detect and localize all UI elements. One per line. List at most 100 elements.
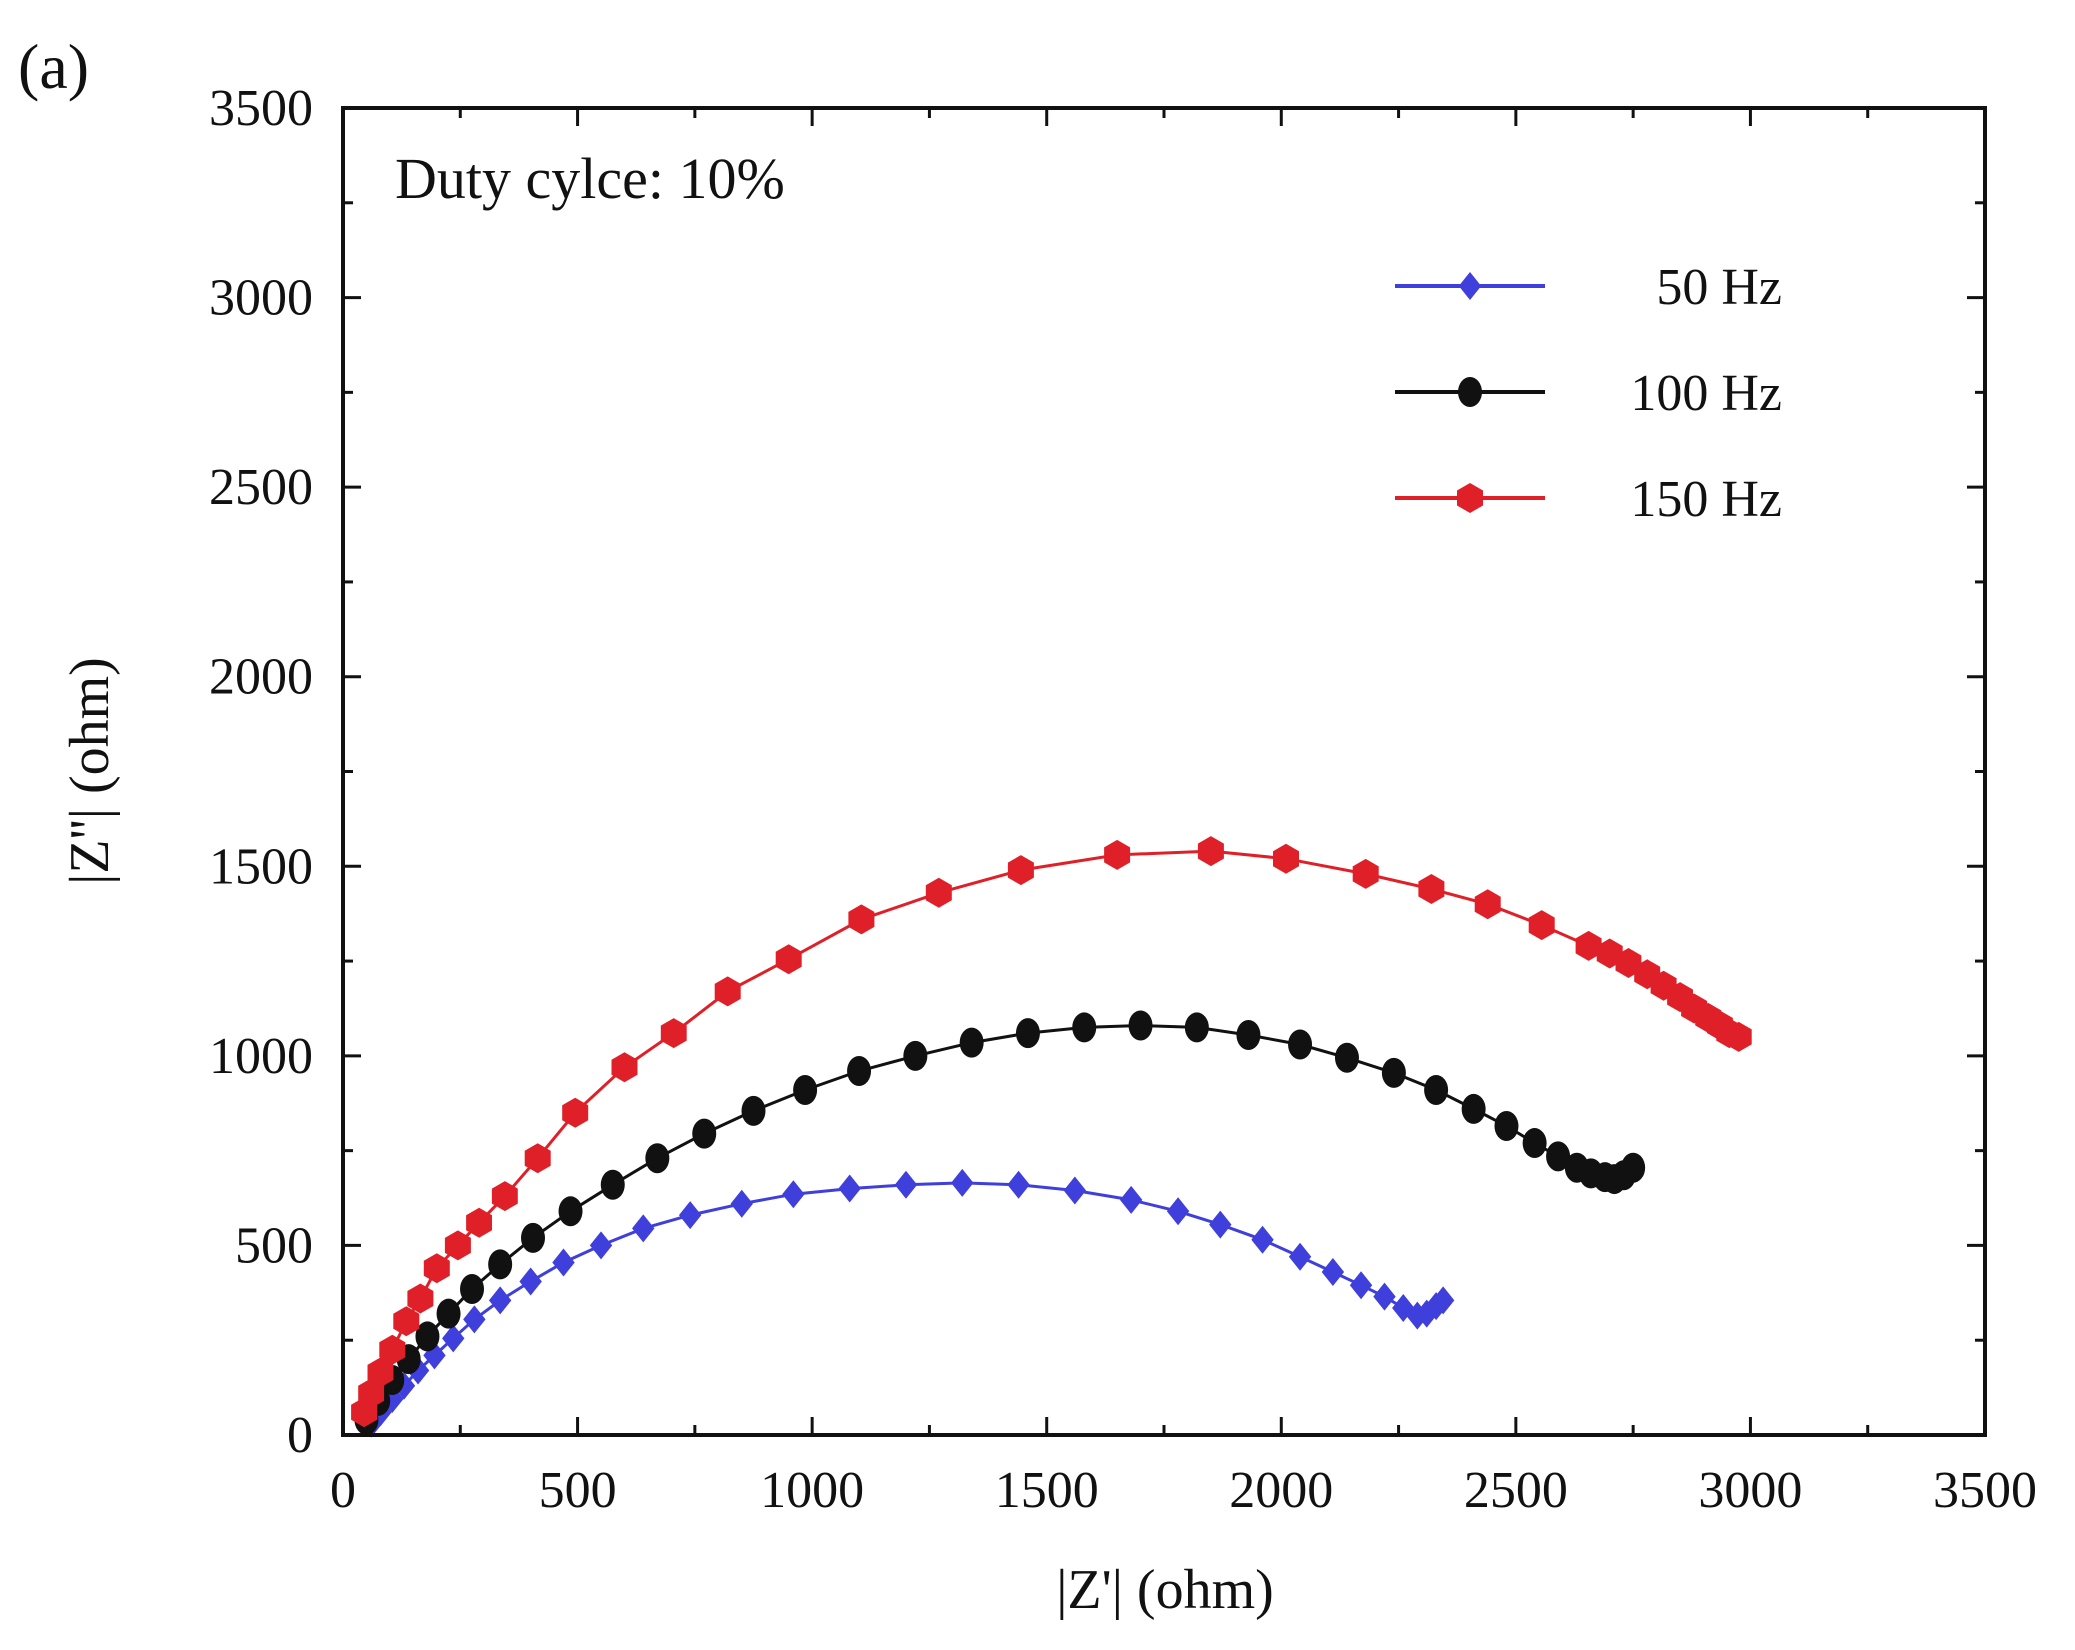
data-point <box>415 1321 440 1352</box>
data-point <box>1352 858 1379 889</box>
data-point <box>1575 930 1602 961</box>
y-tick-label: 500 <box>235 1217 313 1274</box>
x-tick-label: 500 <box>539 1462 617 1519</box>
data-point <box>1461 1093 1486 1124</box>
data-point <box>1725 1021 1752 1052</box>
data-point <box>463 1305 486 1334</box>
series-150-hz <box>351 836 1752 1428</box>
chart-annotation: Duty cylce: 10% <box>395 146 785 211</box>
data-point <box>367 1357 394 1388</box>
series-line <box>369 1181 1445 1425</box>
data-point <box>488 1249 513 1280</box>
data-point <box>782 1180 805 1209</box>
legend: 50 Hz 100 Hz 150 Hz <box>1395 259 1782 528</box>
plot-frame <box>341 106 1987 1437</box>
data-point <box>925 877 952 908</box>
panel-label: (a) <box>18 31 89 102</box>
data-point <box>558 1196 583 1227</box>
x-tick-label: 1000 <box>760 1462 864 1519</box>
legend-label: 100 Hz <box>1630 365 1782 422</box>
data-point <box>775 944 802 975</box>
data-point <box>611 1052 638 1083</box>
x-axis-title: |Z'| (ohm) <box>1056 1559 1274 1621</box>
y-tick-label: 1500 <box>209 838 313 895</box>
x-tick-label: 1500 <box>995 1462 1099 1519</box>
data-point <box>730 1189 753 1218</box>
data-point <box>1197 836 1224 867</box>
data-point <box>600 1169 625 1200</box>
data-point <box>1415 1299 1438 1328</box>
data-point <box>1494 1110 1519 1141</box>
x-tick-label: 3000 <box>1698 1462 1802 1519</box>
data-point <box>1273 843 1299 874</box>
data-point <box>714 976 741 1007</box>
data-point <box>442 1324 465 1353</box>
data-point <box>1288 1242 1312 1271</box>
data-point <box>1321 1257 1345 1286</box>
data-point <box>678 1201 702 1230</box>
legend-marker <box>1457 483 1483 513</box>
legend-marker <box>1458 272 1482 300</box>
data-point <box>519 1267 542 1296</box>
data-point <box>1522 1128 1547 1159</box>
series-50-hz <box>359 1168 1455 1438</box>
y-tick-label: 1000 <box>209 1028 313 1085</box>
y-axis: 0 500 1000 1500 2000 2500 3000 3500 <box>209 80 1985 1464</box>
data-point <box>1474 889 1501 920</box>
data-point <box>1349 1271 1373 1300</box>
data-point <box>959 1027 984 1058</box>
data-point <box>1015 1018 1040 1049</box>
plot-series <box>351 836 1752 1438</box>
data-point <box>466 1207 492 1238</box>
data-point <box>1236 1020 1261 1051</box>
data-point <box>1418 874 1445 904</box>
data-point <box>436 1298 461 1329</box>
data-point <box>1184 1012 1209 1043</box>
legend-item: 100 Hz <box>1395 365 1782 422</box>
data-point <box>1119 1185 1143 1214</box>
legend-item: 50 Hz <box>1395 259 1782 316</box>
data-point <box>903 1040 928 1071</box>
data-point <box>1209 1210 1232 1239</box>
data-point <box>1251 1225 1274 1254</box>
data-point <box>460 1274 485 1305</box>
x-tick-label: 3500 <box>1933 1462 2037 1519</box>
data-point <box>1528 910 1555 941</box>
legend-marker <box>1458 377 1482 407</box>
data-point <box>951 1168 974 1197</box>
legend-item: 150 Hz <box>1395 471 1782 528</box>
data-point <box>1063 1176 1087 1205</box>
data-point <box>521 1222 546 1253</box>
data-point <box>632 1214 655 1243</box>
data-point <box>848 904 875 935</box>
data-point <box>524 1143 551 1174</box>
data-point <box>847 1056 872 1087</box>
x-tick-label: 2500 <box>1464 1462 1568 1519</box>
data-point <box>562 1097 589 1128</box>
data-point <box>491 1181 518 1212</box>
data-point <box>645 1143 670 1174</box>
data-point <box>358 1378 385 1409</box>
data-point <box>660 1018 687 1049</box>
data-point <box>444 1230 471 1261</box>
data-point <box>1104 839 1131 870</box>
data-point <box>1128 1010 1153 1041</box>
data-point <box>552 1248 575 1277</box>
y-tick-label: 2500 <box>209 459 313 516</box>
y-tick-label: 0 <box>287 1407 313 1464</box>
data-point <box>1381 1057 1406 1088</box>
x-tick-label: 2000 <box>1229 1462 1333 1519</box>
y-tick-label: 3500 <box>209 80 313 137</box>
data-point <box>1334 1042 1359 1073</box>
data-point <box>894 1170 918 1199</box>
data-point <box>1392 1293 1415 1322</box>
legend-label: 150 Hz <box>1630 471 1782 528</box>
data-point <box>692 1118 717 1149</box>
data-point <box>1166 1197 1190 1226</box>
data-point <box>1431 1286 1455 1315</box>
data-point <box>407 1283 434 1314</box>
y-axis-title: |Z''| (ohm) <box>59 657 121 885</box>
data-point <box>1007 1170 1030 1199</box>
data-point <box>1007 855 1034 886</box>
